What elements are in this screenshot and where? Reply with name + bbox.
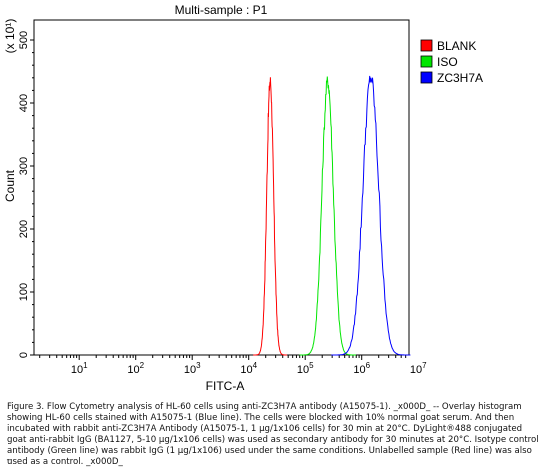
y-tick-label: 0 [18, 352, 30, 358]
legend-label-blank: BLANK [437, 39, 476, 53]
x-axis-label: FITC-A [206, 379, 245, 393]
caption-trailing-mark: _ [7, 451, 12, 461]
y-multiplier-label: (x 10¹) [3, 19, 17, 54]
x-tick-label: 103 [184, 361, 201, 376]
series-line-iso [299, 76, 356, 356]
x-tick-label: 107 [410, 361, 427, 376]
x-tick-label: 105 [297, 361, 314, 376]
legend-label-zc3h7a: ZC3H7A [437, 71, 483, 85]
y-tick-label: 100 [18, 283, 30, 301]
figure-caption: Figure 3. Flow Cytometry analysis of HL-… [7, 402, 539, 468]
x-tick-label: 104 [240, 361, 257, 376]
y-tick-label: 200 [18, 220, 30, 238]
histogram-series [253, 75, 411, 356]
y-tick-label: 300 [18, 157, 30, 175]
y-axis-ticks: 0 100 200 300 400 500 [18, 31, 34, 358]
plot-frame [33, 19, 410, 356]
y-tick-label: 500 [18, 31, 30, 49]
legend-swatch-zc3h7a [420, 71, 433, 84]
series-line-blank [253, 77, 288, 356]
flow-histogram-chart: Multi-sample : P1 (x 10¹) Count FITC-A 0… [3, 3, 483, 393]
legend-label-iso: ISO [437, 55, 458, 69]
x-tick-label: 102 [127, 361, 144, 376]
chart-title: Multi-sample : P1 [175, 3, 268, 17]
y-tick-label: 400 [18, 94, 30, 112]
legend-swatch-iso [420, 55, 433, 68]
x-tick-label: 101 [71, 361, 88, 376]
legend-swatch-blank [420, 39, 433, 52]
series-line-zc3h7a [331, 75, 411, 356]
x-axis-ticks: 101 102 103 104 105 106 107 [39, 355, 427, 376]
y-axis-label: Count [3, 169, 17, 202]
legend: BLANK ISO ZC3H7A [420, 39, 483, 85]
x-tick-label: 106 [353, 361, 370, 376]
